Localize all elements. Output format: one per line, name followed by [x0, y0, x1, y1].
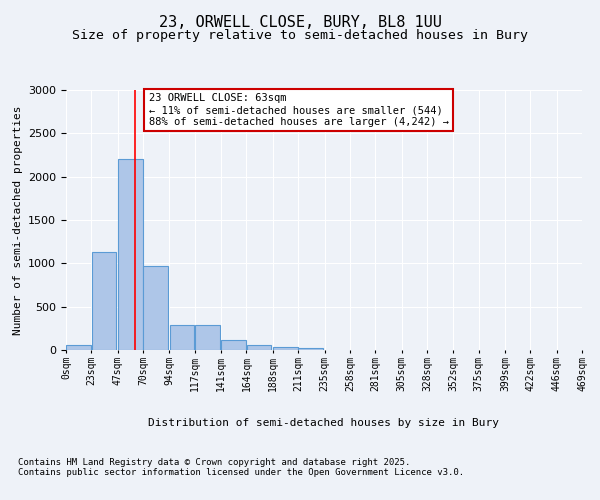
Y-axis label: Number of semi-detached properties: Number of semi-detached properties: [13, 106, 23, 335]
Text: 23 ORWELL CLOSE: 63sqm
← 11% of semi-detached houses are smaller (544)
88% of se: 23 ORWELL CLOSE: 63sqm ← 11% of semi-det…: [149, 94, 449, 126]
Text: Size of property relative to semi-detached houses in Bury: Size of property relative to semi-detach…: [72, 30, 528, 43]
Bar: [247, 345, 271, 350]
Text: Distribution of semi-detached houses by size in Bury: Distribution of semi-detached houses by …: [149, 418, 499, 428]
Bar: [221, 340, 246, 350]
Bar: [195, 326, 220, 350]
Text: Contains HM Land Registry data © Crown copyright and database right 2025.: Contains HM Land Registry data © Crown c…: [18, 458, 410, 467]
Bar: [143, 266, 168, 350]
Bar: [273, 348, 298, 350]
Bar: [92, 252, 116, 350]
Bar: [170, 326, 194, 350]
Text: Contains public sector information licensed under the Open Government Licence v3: Contains public sector information licen…: [18, 468, 464, 477]
Bar: [118, 160, 143, 350]
Bar: [298, 348, 323, 350]
Bar: [66, 345, 91, 350]
Text: 23, ORWELL CLOSE, BURY, BL8 1UU: 23, ORWELL CLOSE, BURY, BL8 1UU: [158, 15, 442, 30]
